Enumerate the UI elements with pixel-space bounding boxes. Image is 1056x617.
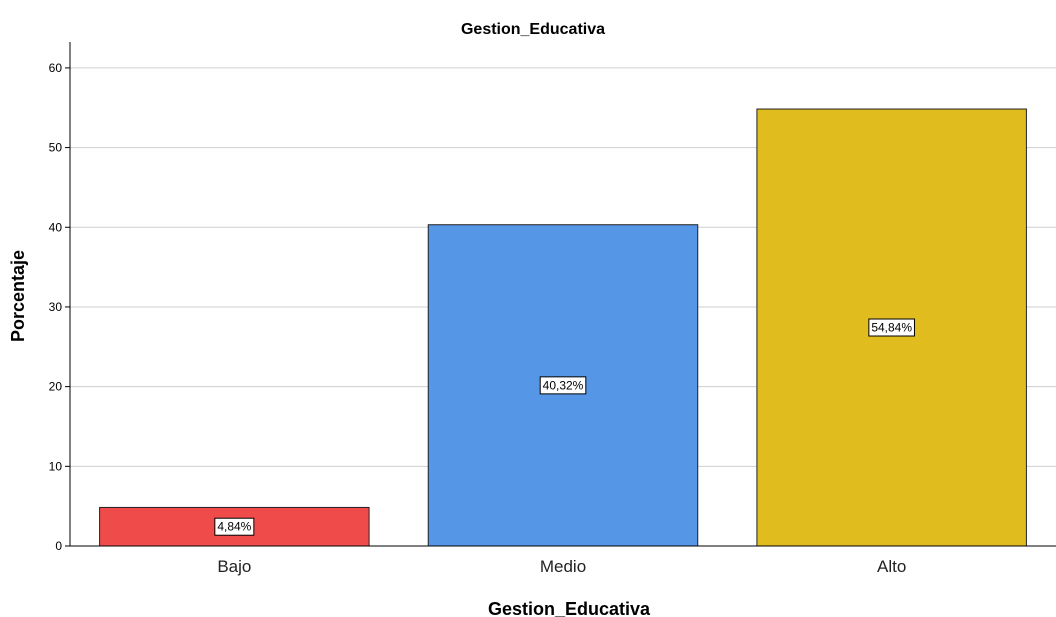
- data-label-box: [539, 376, 587, 395]
- data-label: 54,84%: [871, 321, 912, 335]
- data-label-box: [868, 318, 915, 337]
- y-tick-label: 30: [49, 300, 63, 314]
- y-tick-label: 0: [55, 539, 62, 553]
- x-tick-label: Medio: [540, 557, 586, 576]
- chart-title: Gestion_Educativa: [461, 21, 605, 38]
- x-tick-label: Bajo: [217, 557, 251, 576]
- data-labels: 4,84% 40,32% 54,84%: [214, 318, 915, 536]
- y-tick-label: 60: [49, 61, 63, 75]
- data-label: 40,32%: [543, 378, 584, 392]
- y-axis-title: Porcentaje: [8, 250, 28, 342]
- axes: [69, 42, 1056, 547]
- y-tick-labels: 0 10 20 30 40 50 60: [49, 61, 70, 553]
- y-tick-label: 10: [49, 459, 63, 473]
- x-tick-labels: Bajo Medio Alto: [217, 557, 906, 576]
- data-label: 4,84%: [217, 520, 251, 534]
- x-tick-label: Alto: [877, 557, 906, 576]
- y-tick-label: 40: [49, 220, 63, 234]
- x-axis-title: Gestion_Educativa: [488, 599, 651, 617]
- y-tick-label: 20: [49, 380, 63, 394]
- data-label-box: [214, 517, 255, 536]
- y-tick-label: 50: [49, 141, 63, 155]
